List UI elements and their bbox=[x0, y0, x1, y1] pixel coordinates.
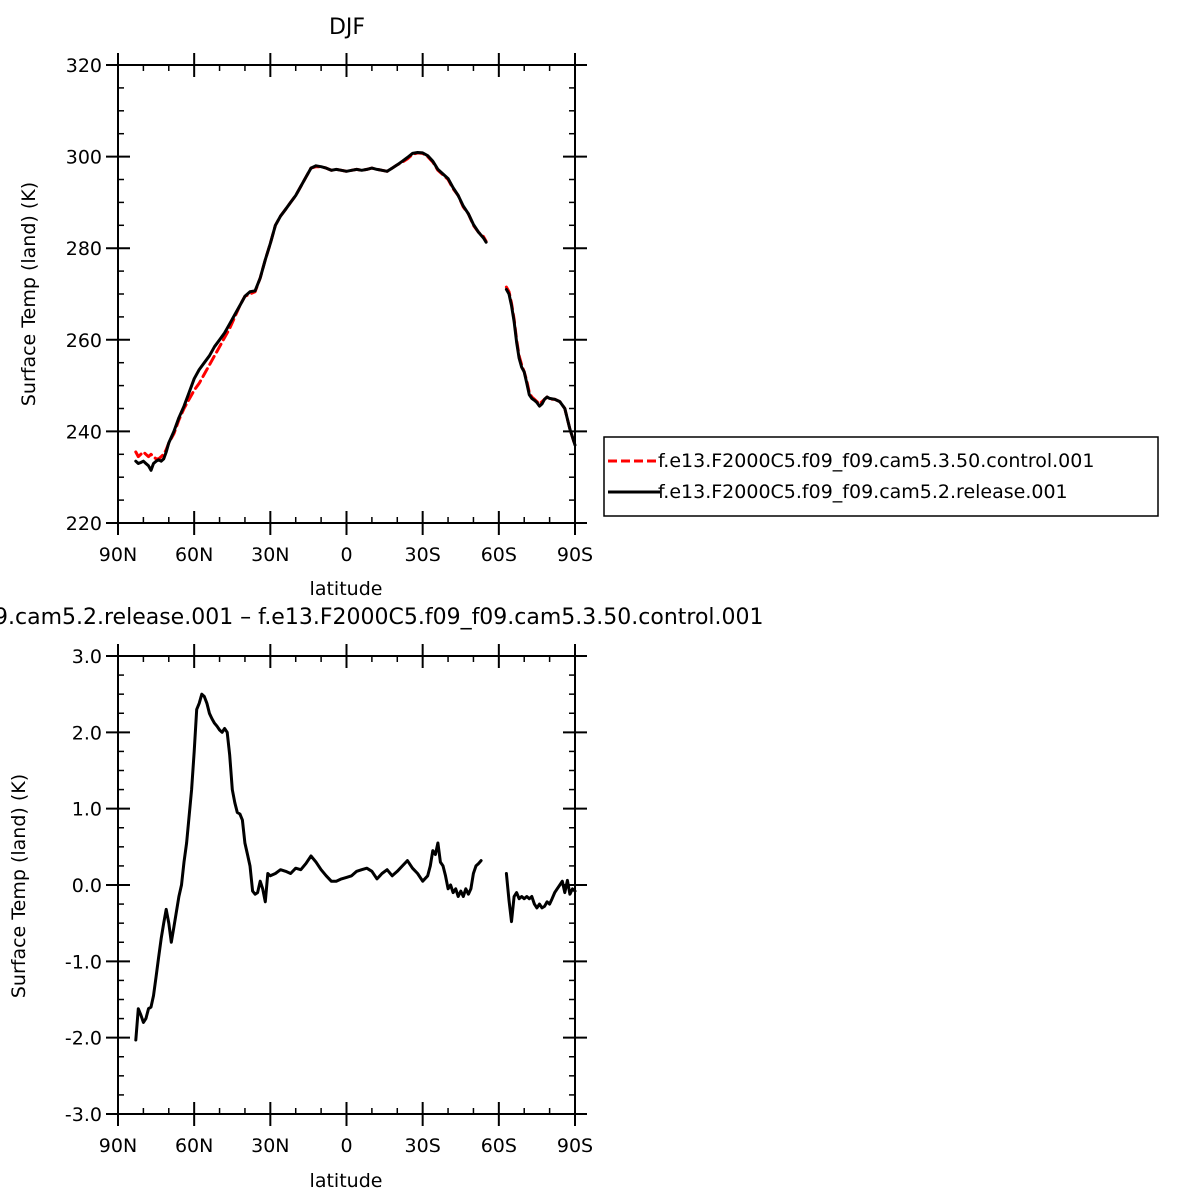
bottom-y-tick-label: 3.0 bbox=[72, 646, 102, 668]
top-x-tick-label: 90N bbox=[99, 544, 137, 566]
bottom-y-tick-label: -1.0 bbox=[65, 951, 102, 973]
top-y-tick-label: 240 bbox=[66, 421, 102, 443]
top-series-1-segment-1 bbox=[504, 287, 577, 447]
top-plot-frame bbox=[117, 64, 576, 524]
bottom-x-tick-label: 90N bbox=[99, 1135, 137, 1157]
bottom-ticks: -3.0 -2.0 -1.0 0.0 1.0 2.0 3.0 90N 60N 30N 0 30S 60S… bbox=[65, 644, 593, 1157]
top-x-tick-label: 30S bbox=[405, 544, 441, 566]
top-x-tick-label: 0 bbox=[340, 544, 352, 566]
top-x-axis-label: latitude bbox=[310, 578, 383, 600]
top-series-0-segment-0 bbox=[134, 151, 488, 461]
bottom-x-tick-label: 60N bbox=[175, 1135, 213, 1157]
top-series-1-segment-0 bbox=[134, 151, 488, 472]
top-series-lines bbox=[134, 151, 577, 472]
bottom-y-tick-label: 0.0 bbox=[72, 875, 102, 897]
bottom-y-tick-label: 2.0 bbox=[72, 722, 102, 744]
top-chart: 220 240 260 280 300 320 90N 60N 30N 0 30S 60S 90S la… bbox=[18, 53, 593, 600]
top-x-tick-label: 60S bbox=[481, 544, 517, 566]
legend-label-release: f.e13.F2000C5.f09_f09.cam5.2.release.001 bbox=[658, 481, 1068, 503]
bottom-x-tick-label: 90S bbox=[557, 1135, 593, 1157]
legend: f.e13.F2000C5.f09_f09.cam5.3.50.control.… bbox=[603, 436, 1159, 517]
top-y-tick-label: 280 bbox=[66, 238, 102, 260]
top-y-tick-label: 320 bbox=[66, 55, 102, 77]
top-y-axis-label: Surface Temp (land) (K) bbox=[18, 182, 40, 406]
bottom-chart: -3.0 -2.0 -1.0 0.0 1.0 2.0 3.0 90N 60N 30N 0 30S 60S… bbox=[8, 644, 593, 1192]
bottom-y-tick-label: -3.0 bbox=[65, 1104, 102, 1126]
bottom-x-tick-label: 0 bbox=[340, 1135, 352, 1157]
top-y-tick-label: 260 bbox=[66, 330, 102, 352]
top-ticks: 220 240 260 280 300 320 90N 60N 30N 0 30S 60S 90S bbox=[66, 53, 593, 566]
season-title: DJF bbox=[329, 15, 365, 40]
bottom-x-tick-label: 60S bbox=[481, 1135, 517, 1157]
top-x-tick-label: 30N bbox=[251, 544, 289, 566]
bottom-series-lines bbox=[134, 692, 577, 1042]
bottom-series-0-segment-1 bbox=[504, 872, 577, 924]
bottom-series-0-segment-0 bbox=[134, 692, 483, 1042]
bottom-x-axis-label: latitude bbox=[310, 1170, 383, 1192]
top-series-0-segment-1 bbox=[504, 285, 577, 447]
bottom-y-axis-label: Surface Temp (land) (K) bbox=[8, 774, 30, 998]
top-x-tick-label: 60N bbox=[175, 544, 213, 566]
bottom-x-tick-label: 30S bbox=[405, 1135, 441, 1157]
top-y-tick-label: 220 bbox=[66, 513, 102, 535]
difference-title: 9.cam5.2.release.001 – f.e13.F2000C5.f09… bbox=[0, 605, 764, 630]
bottom-y-tick-label: 1.0 bbox=[72, 799, 102, 821]
legend-label-control: f.e13.F2000C5.f09_f09.cam5.3.50.control.… bbox=[658, 450, 1094, 472]
bottom-x-tick-label: 30N bbox=[251, 1135, 289, 1157]
legend-box bbox=[603, 436, 1159, 517]
top-x-tick-label: 90S bbox=[557, 544, 593, 566]
top-y-tick-label: 300 bbox=[66, 147, 102, 169]
bottom-y-tick-label: -2.0 bbox=[65, 1028, 102, 1050]
